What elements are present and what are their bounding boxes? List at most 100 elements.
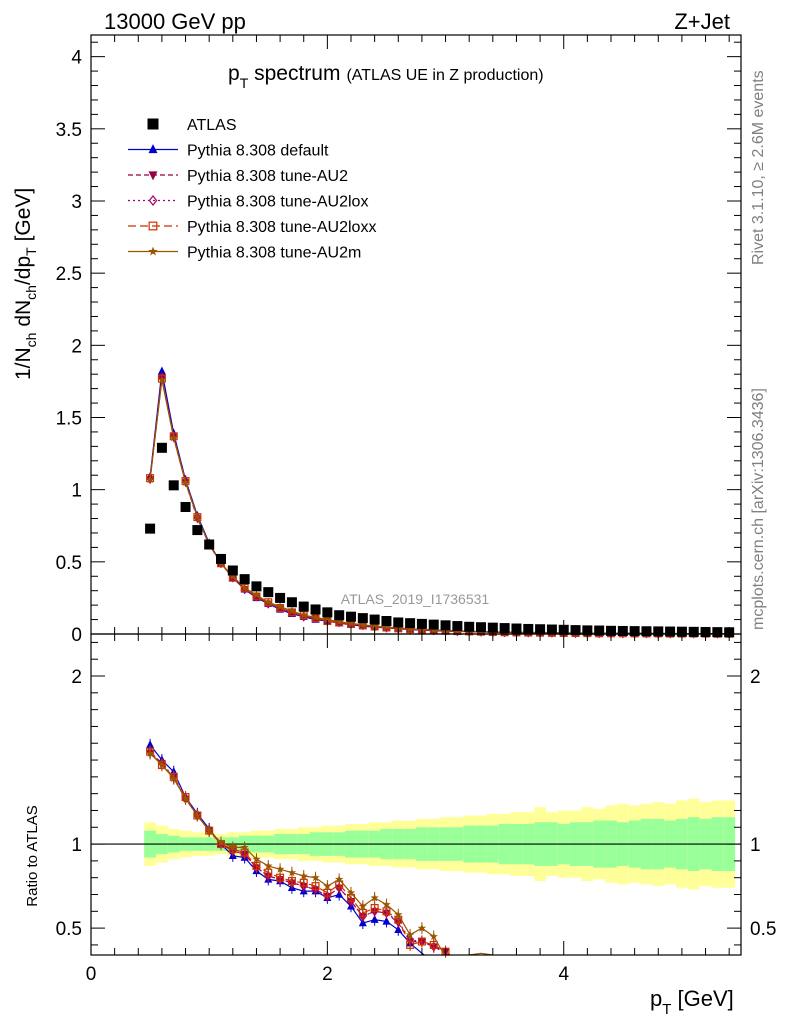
data-point	[323, 891, 332, 902]
main-title-sub: T	[240, 75, 249, 91]
ylabel-part-2: dN	[12, 300, 35, 333]
data-point	[251, 581, 262, 592]
data-point	[523, 623, 534, 634]
main-title-note: (ATLAS UE in Z production)	[346, 67, 543, 84]
data-point	[240, 583, 249, 592]
data-point	[570, 625, 581, 636]
data-point	[287, 868, 297, 877]
data-point	[252, 590, 261, 599]
data-point	[405, 930, 415, 939]
ratio-y-tick-label: 0.5	[56, 919, 82, 940]
legend: ATLAS Pythia 8.308 default Pythia 8.308 tu…	[128, 117, 376, 262]
data-point	[146, 740, 155, 749]
data-point	[157, 366, 166, 375]
y-tick-label: 3.5	[56, 120, 82, 141]
series-line	[149, 751, 452, 955]
header-left: 13000 GeV pp	[104, 9, 246, 34]
ratio-y-tick-label-right: 0.5	[750, 919, 776, 940]
data-point	[382, 916, 391, 925]
data-point	[594, 625, 605, 636]
data-point	[239, 574, 250, 585]
data-point	[429, 932, 438, 941]
data-point	[346, 618, 356, 627]
data-point	[227, 565, 238, 576]
x-tick-label: 2	[322, 964, 333, 985]
ratio-y-tick-label-right: 2	[750, 667, 761, 688]
data-point	[275, 592, 286, 603]
ylabel-part-1: ch	[23, 333, 39, 348]
data-point	[440, 620, 451, 631]
series-4-ratio	[145, 747, 493, 955]
data-point	[264, 597, 273, 606]
data-point	[148, 246, 158, 256]
ratio-y-label: Ratio to ATLAS	[24, 805, 41, 906]
data-point	[357, 613, 368, 624]
data-point	[181, 478, 190, 486]
legend-label: Pythia 8.308 tune-AU2	[187, 168, 348, 185]
data-point	[228, 571, 237, 580]
mcplots-label: mcplots.cern.ch [arXiv:1306.3436]	[750, 388, 767, 630]
data-point	[712, 627, 723, 638]
y-tick-label: 1	[71, 481, 82, 502]
data-point	[405, 618, 416, 629]
data-point	[358, 911, 367, 922]
data-point	[275, 864, 285, 873]
data-point	[169, 431, 178, 442]
data-point	[370, 906, 379, 917]
data-point	[275, 602, 285, 611]
data-point	[358, 620, 367, 629]
legend-label: Pythia 8.308 tune-AU2lox	[187, 194, 368, 211]
ratio-plot-frame	[90, 633, 742, 956]
legend-label: Pythia 8.308 tune-AU2loxx	[187, 219, 376, 236]
main-title-p: p	[228, 62, 240, 85]
data-point	[181, 477, 190, 486]
data-point	[298, 601, 309, 612]
data-point	[169, 433, 178, 442]
data-point	[322, 607, 333, 618]
data-point	[476, 622, 486, 633]
data-point	[323, 881, 332, 890]
data-point	[145, 475, 155, 484]
y-tick-label: 4	[71, 48, 82, 69]
ratio-y-tick-label: 2	[71, 667, 82, 688]
data-point	[334, 610, 345, 621]
data-point	[406, 940, 415, 949]
data-point	[335, 617, 344, 626]
legend-label: ATLAS	[187, 117, 237, 134]
legend-entry-2: Pythia 8.308 tune-AU2	[128, 168, 348, 185]
data-point	[264, 871, 273, 881]
main-y-label: 1/Nch dNch/dpT [GeV]	[12, 188, 39, 380]
data-point	[205, 826, 214, 835]
xlabel-sub: T	[662, 1001, 671, 1018]
y-tick-label: 3	[71, 192, 82, 213]
data-point	[145, 748, 155, 757]
data-point	[323, 615, 332, 624]
x-tick-label: 0	[86, 964, 97, 985]
y-tick-label: 2	[71, 336, 82, 357]
data-point	[311, 884, 320, 895]
data-point	[264, 861, 273, 870]
data-point	[641, 626, 652, 637]
main-title: pT spectrum (ATLAS UE in Z production)	[228, 62, 544, 91]
main-title-rest: spectrum	[248, 62, 340, 85]
data-point	[546, 624, 557, 635]
data-point	[464, 621, 475, 632]
ratio-y-tick-label: 1	[71, 835, 82, 856]
data-point	[147, 118, 159, 130]
data-point	[180, 501, 191, 512]
data-point	[216, 838, 226, 846]
data-point	[156, 442, 167, 453]
series-line	[149, 752, 493, 955]
y-tick-label: 2.5	[56, 264, 82, 285]
data-point	[157, 375, 167, 384]
data-point	[452, 621, 463, 632]
data-point	[405, 624, 415, 633]
data-point	[499, 623, 510, 634]
data-point	[369, 614, 380, 625]
ratio-y-tick-label-right: 1	[750, 835, 761, 856]
rivet-label: Rivet 3.1.10, ≥ 2.6M events	[750, 70, 767, 265]
data-point	[346, 611, 356, 622]
data-point	[240, 843, 249, 851]
data-point	[148, 144, 158, 154]
